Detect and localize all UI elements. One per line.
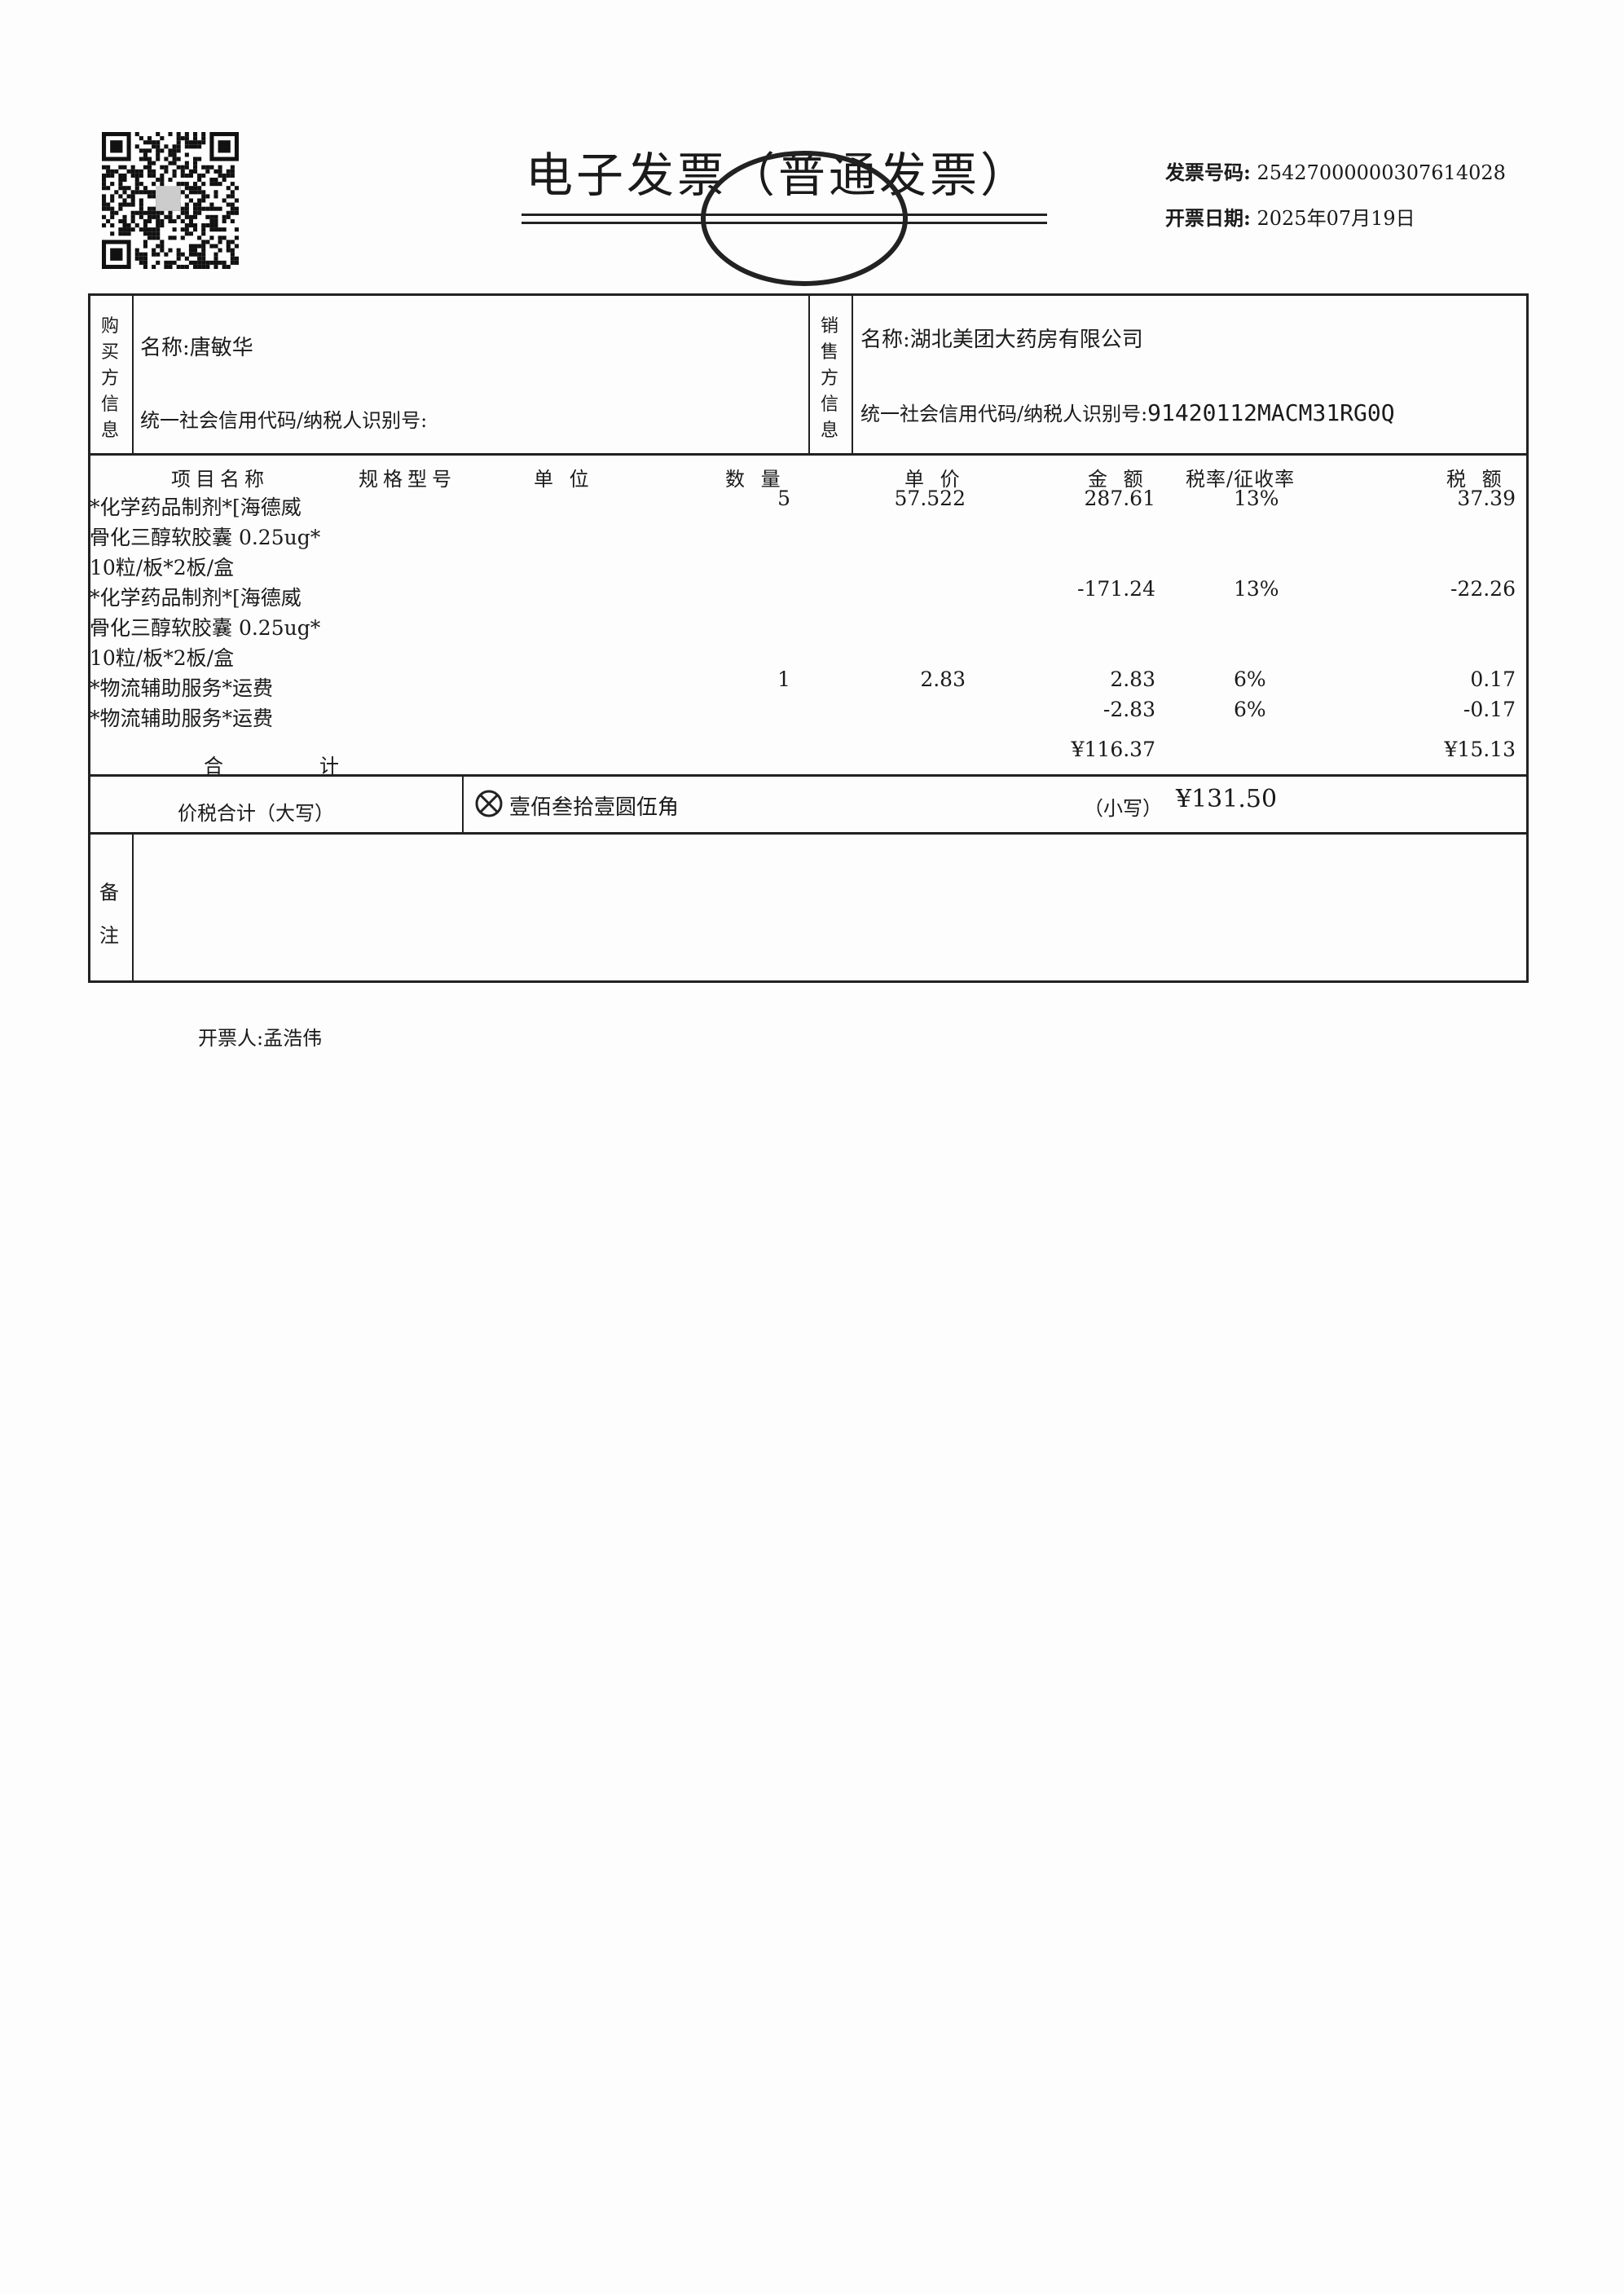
item-unit-price: 57.522 bbox=[894, 487, 966, 510]
item-tax: -0.17 bbox=[1463, 698, 1516, 721]
buyer-tax-id: 统一社会信用代码/纳税人识别号: bbox=[140, 404, 427, 433]
total-tax: ¥15.13 bbox=[1444, 738, 1516, 761]
circled-x-icon bbox=[475, 790, 503, 817]
seller-tax-id: 统一社会信用代码/纳税人识别号:91420112MACM31RG0Q bbox=[860, 398, 1395, 426]
col-header-amount: 金 额 bbox=[1088, 468, 1148, 491]
col-header-rate: 税率/征收率 bbox=[1186, 468, 1296, 491]
qr-code bbox=[102, 132, 239, 269]
item-amount: 2.83 bbox=[1110, 667, 1155, 691]
buyer-section-label: 购买方信息 bbox=[100, 316, 119, 441]
issuer: 开票人:孟浩伟 bbox=[198, 1022, 322, 1051]
issuer-label: 开票人: bbox=[198, 1027, 264, 1050]
remarks-label-2: 注 bbox=[99, 924, 119, 947]
invoice-number-value: 25427000000307614028 bbox=[1257, 161, 1506, 184]
title-underline bbox=[522, 214, 1047, 216]
seller-section-label: 销售方信息 bbox=[820, 316, 838, 441]
seller-name-value: 湖北美团大药房有限公司 bbox=[909, 328, 1143, 352]
total-label-1: 合 bbox=[204, 755, 223, 777]
item-tax: -22.26 bbox=[1450, 577, 1516, 601]
item-tax-rate: 6% bbox=[1234, 698, 1266, 721]
invoice-number: 发票号码: 25427000000307614028 bbox=[1165, 156, 1506, 185]
item-name-line: *化学药品制剂*[海德威 bbox=[90, 496, 301, 519]
item-name-line: *物流辅助服务*运费 bbox=[90, 707, 274, 730]
item-tax-rate: 13% bbox=[1234, 487, 1279, 510]
buyer-name-value: 唐敏华 bbox=[189, 336, 253, 360]
buyer-name: 名称:唐敏华 bbox=[140, 331, 253, 361]
item-name-line: 10粒/板*2板/盒 bbox=[90, 556, 235, 579]
item-tax: 37.39 bbox=[1457, 487, 1516, 510]
col-header-price: 单 价 bbox=[904, 468, 965, 491]
title-underline bbox=[522, 222, 1047, 224]
item-name-line: 骨化三醇软胶囊 0.25ug* bbox=[90, 526, 321, 549]
grand-total-uppercase: 壹佰叁拾壹圆伍角 bbox=[509, 795, 680, 820]
item-qty: 1 bbox=[777, 667, 790, 691]
item-amount: -2.83 bbox=[1102, 698, 1155, 721]
col-header-tax: 税 额 bbox=[1446, 468, 1507, 491]
item-amount: 287.61 bbox=[1084, 487, 1155, 510]
col-header-qty: 数 量 bbox=[725, 468, 786, 491]
remarks-label-1: 备 bbox=[99, 881, 119, 904]
item-name-line: 10粒/板*2板/盒 bbox=[90, 646, 235, 670]
issue-date-label: 开票日期: bbox=[1165, 206, 1251, 230]
col-header-unit: 单 位 bbox=[534, 468, 594, 491]
invoice-number-label: 发票号码: bbox=[1165, 161, 1251, 184]
grand-total-small-value: ¥131.50 bbox=[1176, 785, 1278, 813]
seller-tax-id-value: 91420112MACM31RG0Q bbox=[1147, 399, 1395, 426]
item-amount: -171.24 bbox=[1077, 577, 1155, 601]
grand-total-small-label: （小写） bbox=[1084, 797, 1162, 820]
buyer-name-label: 名称: bbox=[140, 336, 190, 360]
seller-name: 名称:湖北美团大药房有限公司 bbox=[860, 323, 1143, 353]
item-tax-rate: 6% bbox=[1234, 667, 1266, 691]
item-tax-rate: 13% bbox=[1234, 577, 1279, 601]
issue-date-value: 2025年07月19日 bbox=[1257, 207, 1415, 230]
issuer-name: 孟浩伟 bbox=[263, 1027, 323, 1050]
item-name-line: *化学药品制剂*[海德威 bbox=[90, 586, 301, 610]
total-amount: ¥116.37 bbox=[1071, 738, 1155, 761]
issue-date: 开票日期: 2025年07月19日 bbox=[1165, 202, 1415, 231]
item-name-line: *物流辅助服务*运费 bbox=[90, 676, 274, 700]
col-header-name: 项目名称 bbox=[171, 468, 269, 491]
col-header-spec: 规格型号 bbox=[359, 468, 456, 491]
item-tax: 0.17 bbox=[1470, 667, 1516, 691]
seller-tax-id-label: 统一社会信用代码/纳税人识别号: bbox=[860, 403, 1148, 425]
buyer-tax-id-label: 统一社会信用代码/纳税人识别号: bbox=[140, 409, 428, 432]
seller-name-label: 名称: bbox=[860, 328, 910, 352]
item-name-line: 骨化三醇软胶囊 0.25ug* bbox=[90, 616, 321, 640]
tax-bureau-seal bbox=[701, 151, 908, 286]
grand-total-label: 价税合计（大写） bbox=[178, 802, 334, 825]
item-unit-price: 2.83 bbox=[920, 667, 966, 691]
total-label-2: 计 bbox=[319, 755, 339, 777]
item-qty: 5 bbox=[777, 487, 790, 510]
